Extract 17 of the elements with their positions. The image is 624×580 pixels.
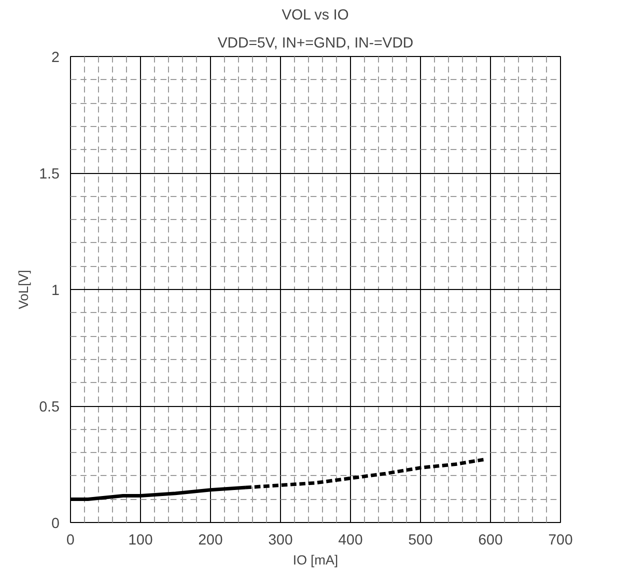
x-tick-label: 0 <box>66 532 75 548</box>
y-tick-label: 1.5 <box>39 166 60 182</box>
x-tick-label: 500 <box>408 532 433 548</box>
x-tick-label: 300 <box>268 532 293 548</box>
chart-title: VOL vs IO <box>282 8 349 24</box>
chart-subtitle: VDD=5V, IN+=GND, IN-=VDD <box>218 36 414 52</box>
x-tick-label: 200 <box>198 532 223 548</box>
y-axis-title: VoL[V] <box>16 270 32 310</box>
y-tick-label: 1 <box>51 283 60 299</box>
x-tick-label: 100 <box>128 532 153 548</box>
y-tick-label: 0 <box>51 516 60 532</box>
x-tick-label: 700 <box>548 532 573 548</box>
x-axis-title: IO [mA] <box>292 552 338 568</box>
y-tick-label: 0.5 <box>39 400 60 416</box>
x-tick-label: 400 <box>338 532 363 548</box>
y-tick-label: 2 <box>51 50 60 66</box>
x-tick-label: 600 <box>478 532 503 548</box>
